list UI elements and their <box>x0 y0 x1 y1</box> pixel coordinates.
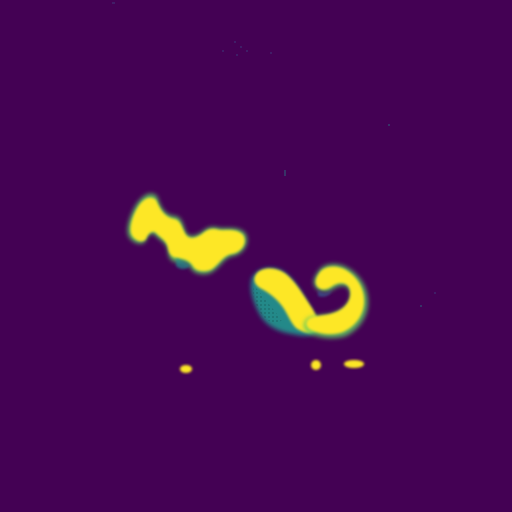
central-curved-blob <box>250 268 319 336</box>
faint-speckles <box>112 2 436 307</box>
small-dot-center <box>311 360 321 370</box>
left-elongated-blob <box>127 193 248 275</box>
small-dot-right <box>344 360 364 368</box>
small-dot-left <box>180 365 192 373</box>
right-hook-blob <box>303 264 368 339</box>
